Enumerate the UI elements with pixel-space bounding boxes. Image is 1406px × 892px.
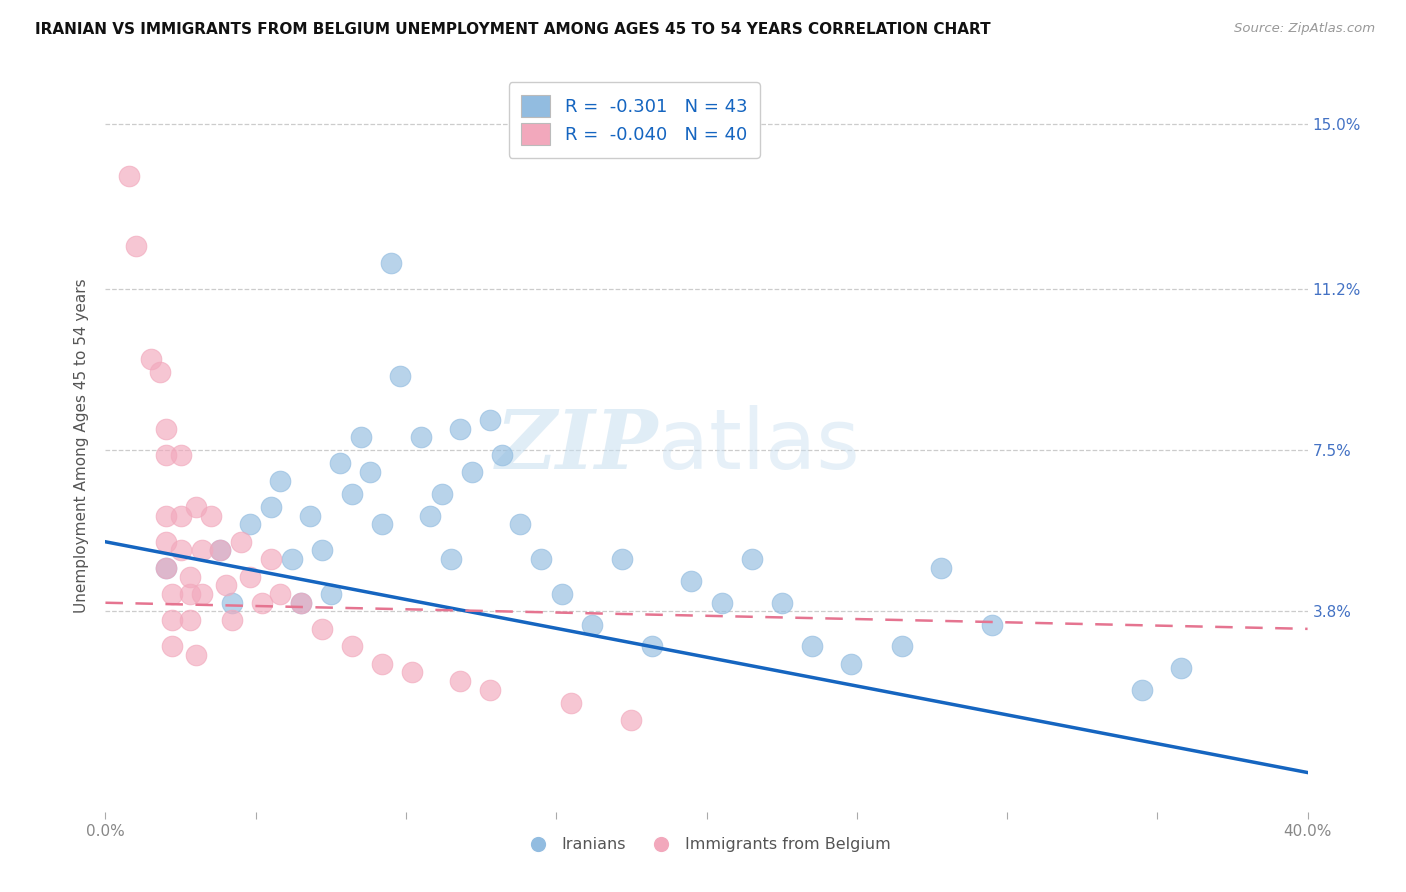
Text: atlas: atlas (658, 406, 860, 486)
Point (329, 457, 352, 471)
Point (155, 421, 177, 435)
Point (560, 696, 582, 710)
Point (190, 543, 212, 558)
Point (260, 500, 283, 514)
Point (530, 552, 553, 566)
Point (479, 413, 502, 427)
Point (388, 369, 411, 384)
Text: Source: ZipAtlas.com: Source: ZipAtlas.com (1234, 22, 1375, 36)
Point (551, 587, 574, 601)
Point (509, 517, 531, 532)
Point (260, 552, 283, 566)
Point (491, 448, 513, 462)
Point (184, 648, 207, 662)
Point (208, 543, 231, 558)
Point (479, 682, 502, 697)
Point (371, 517, 394, 532)
Point (155, 561, 177, 575)
Point (179, 613, 201, 627)
Point (179, 569, 201, 583)
Point (221, 613, 243, 627)
Point (401, 665, 423, 680)
Text: ZIP: ZIP (496, 406, 658, 486)
Legend: Iranians, Immigrants from Belgium: Iranians, Immigrants from Belgium (516, 830, 897, 859)
Point (641, 640, 664, 654)
Point (155, 508, 177, 523)
Point (250, 596, 273, 610)
Point (681, 574, 703, 588)
Point (155, 561, 177, 575)
Point (890, 640, 912, 654)
Point (169, 543, 191, 558)
Point (239, 517, 262, 532)
Point (839, 657, 862, 671)
Point (710, 596, 733, 610)
Point (160, 613, 183, 627)
Point (200, 508, 222, 523)
Point (449, 421, 471, 435)
Point (155, 448, 177, 462)
Point (340, 640, 363, 654)
Point (371, 657, 394, 671)
Text: IRANIAN VS IMMIGRANTS FROM BELGIUM UNEMPLOYMENT AMONG AGES 45 TO 54 YEARS CORREL: IRANIAN VS IMMIGRANTS FROM BELGIUM UNEMP… (35, 22, 991, 37)
Point (155, 534, 177, 549)
Point (160, 587, 183, 601)
Point (981, 617, 1004, 632)
Point (1170, 661, 1192, 675)
Point (169, 508, 191, 523)
Point (380, 256, 402, 270)
Point (281, 552, 304, 566)
Point (800, 640, 823, 654)
Point (359, 465, 381, 479)
Point (190, 587, 212, 601)
Point (169, 448, 191, 462)
Point (269, 474, 291, 488)
Point (239, 569, 262, 583)
Point (124, 238, 146, 252)
Point (221, 596, 243, 610)
Point (139, 351, 162, 366)
Point (350, 430, 373, 444)
Point (620, 714, 643, 728)
Point (269, 587, 291, 601)
Point (118, 169, 141, 183)
Point (290, 596, 312, 610)
Point (298, 508, 321, 523)
Point (290, 596, 312, 610)
Point (461, 465, 484, 479)
Point (409, 430, 432, 444)
Point (184, 500, 207, 514)
Point (208, 543, 231, 558)
Point (148, 365, 170, 379)
Point (319, 587, 342, 601)
Point (214, 578, 236, 592)
Point (340, 487, 363, 501)
Point (311, 622, 333, 636)
Point (419, 508, 441, 523)
Point (229, 534, 252, 549)
Point (581, 617, 603, 632)
Point (179, 587, 201, 601)
Point (160, 640, 183, 654)
Point (449, 674, 471, 689)
Point (440, 552, 463, 566)
Point (1130, 682, 1153, 697)
Point (741, 552, 763, 566)
Point (430, 487, 453, 501)
Point (311, 543, 333, 558)
Y-axis label: Unemployment Among Ages 45 to 54 years: Unemployment Among Ages 45 to 54 years (75, 278, 90, 614)
Point (612, 552, 634, 566)
Point (929, 561, 952, 575)
Point (770, 596, 793, 610)
